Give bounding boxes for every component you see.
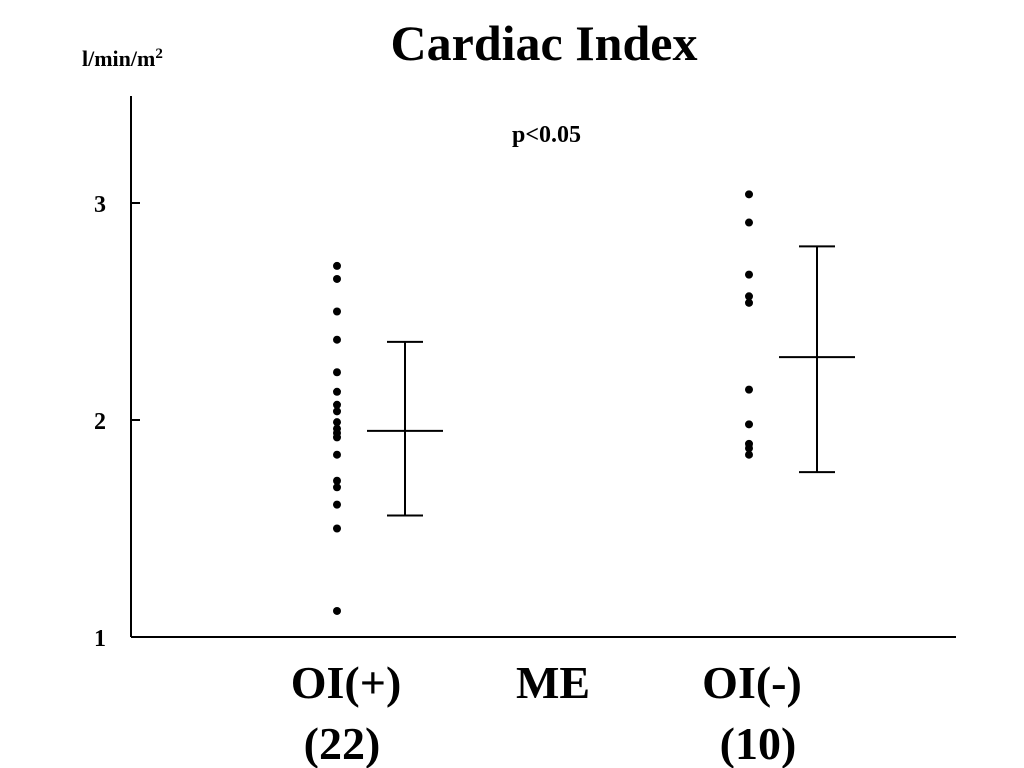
y-axis-unit: l/min/m [82, 46, 155, 71]
group-1: OI(-) (10) [702, 190, 855, 768]
data-point [333, 335, 341, 344]
data-point [745, 444, 753, 453]
y-tick-label: 2 [94, 409, 106, 435]
y-tick-label: 1 [94, 626, 106, 652]
y-axis-unit-superscript: 2 [155, 46, 163, 62]
category-count-label: (10) [720, 718, 797, 768]
data-point [333, 261, 341, 270]
data-point [745, 385, 753, 394]
data-point [333, 483, 341, 492]
data-point [745, 420, 753, 429]
y-tick-label: 3 [94, 192, 106, 218]
category-count-label: (22) [304, 718, 381, 768]
data-point [333, 500, 341, 509]
data-point [745, 292, 753, 301]
category-label: OI(+) [291, 657, 402, 708]
category-label: OI(-) [702, 657, 802, 708]
data-point [745, 450, 753, 459]
data-point [333, 368, 341, 377]
data-point [333, 387, 341, 396]
p-value-annotation: p<0.05 [512, 122, 581, 148]
data-point [333, 418, 341, 427]
data-point [333, 274, 341, 283]
data-point [333, 476, 341, 485]
data-point [745, 190, 753, 199]
middle-category-label: ME [516, 657, 590, 708]
data-point [745, 218, 753, 227]
data-point [333, 407, 341, 416]
data-point [333, 400, 341, 409]
y-axis-ticks: 1 2 3 [94, 192, 140, 652]
group-0: OI(+) (22) [291, 261, 443, 768]
data-groups: OI(+) (22) OI(-) (10) [291, 190, 855, 768]
y-axis-label: l/min/m2 [82, 46, 163, 71]
data-point [333, 524, 341, 533]
data-point [333, 450, 341, 459]
chart-title: Cardiac Index [391, 15, 698, 71]
data-point [333, 606, 341, 615]
data-point [333, 307, 341, 316]
data-point [333, 433, 341, 442]
data-point [745, 298, 753, 307]
data-point [745, 270, 753, 279]
